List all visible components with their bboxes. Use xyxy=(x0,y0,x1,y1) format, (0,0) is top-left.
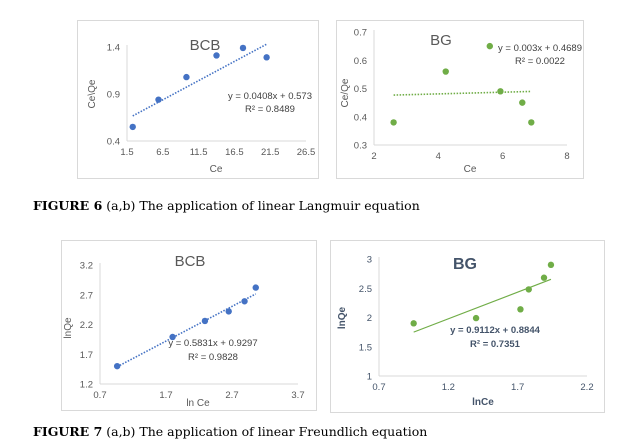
fig7a-x-tick-label: 2.7 xyxy=(225,390,238,401)
figure-6-caption: FIGURE 6 (a,b) The application of linear… xyxy=(33,198,420,213)
fig6a-y-tick-label: 0.9 xyxy=(107,90,120,101)
fig6b-y-tick-label: 0.4 xyxy=(354,112,367,123)
fig7b-x-tick-label: 0.7 xyxy=(372,382,385,393)
fig6b-x-tick-label: 2 xyxy=(371,151,376,162)
fig7a-data-point xyxy=(225,308,232,315)
fig7a-x-axis-label: ln Ce xyxy=(186,398,210,409)
figure-6-label: FIGURE 6 xyxy=(33,198,103,213)
fig6b-data-point xyxy=(528,119,535,126)
fig7b-y-tick-label: 1 xyxy=(367,372,372,383)
fig6a-x-tick-label: 26.5 xyxy=(297,147,316,158)
fig7a-data-point xyxy=(201,317,209,325)
chart-fig6a-frame xyxy=(77,20,319,179)
fig7b-data-point xyxy=(540,274,548,281)
fig7a-trendline-equation: y = 0.5831x + 0.9297 xyxy=(168,338,257,349)
fig6b-x-tick-label: 4 xyxy=(436,151,441,162)
fig6a-data-point xyxy=(213,52,220,59)
fig6b-data-point xyxy=(486,42,493,50)
fig7b-data-point xyxy=(410,320,417,327)
fig7a-r-squared: R² = 0.9828 xyxy=(188,352,238,363)
fig6b-y-tick-label: 0.6 xyxy=(354,56,367,67)
fig6a-x-tick-label: 11.5 xyxy=(190,147,208,158)
fig6b-r-squared: R² = 0.0022 xyxy=(515,56,565,67)
fig6b-x-tick-label: 6 xyxy=(500,151,505,162)
fig7a-x-tick-label: 0.7 xyxy=(93,390,106,401)
fig7b-data-point xyxy=(517,306,524,313)
fig6b-data-point xyxy=(442,68,449,75)
fig6b-y-axis-label: Ce/Qe xyxy=(340,78,351,107)
fig6a-data-point xyxy=(239,44,247,52)
fig6a-y-tick-label: 0.4 xyxy=(107,137,120,148)
fig6a-x-tick-label: 6.5 xyxy=(156,147,169,158)
fig7b-y-tick-label: 1.5 xyxy=(359,342,372,353)
fig7a-y-tick-label: 1.2 xyxy=(80,380,93,391)
fig7b-trendline-equation: y = 0.9112x + 0.8844 xyxy=(450,325,541,336)
fig6a-data-point xyxy=(183,73,190,81)
fig6a-data-point xyxy=(155,96,162,103)
fig6a-x-tick-label: 16.5 xyxy=(225,147,244,158)
fig6b-y-tick-label: 0.7 xyxy=(354,28,367,39)
fig6a-x-axis-label: Ce xyxy=(210,164,223,175)
fig6a-trendline-equation: y = 0.0408x + 0.573 xyxy=(228,91,312,102)
fig7b-data-point xyxy=(472,314,480,322)
fig6a-trendline xyxy=(132,43,267,117)
fig7a-data-point xyxy=(169,333,176,341)
fig6b-y-tick-label: 0.3 xyxy=(354,141,367,152)
fig7a-y-tick-label: 2.2 xyxy=(80,320,93,331)
fig7a-x-tick-label: 1.7 xyxy=(159,390,172,401)
fig7b-x-tick-label: 1.2 xyxy=(442,382,455,393)
chart-fig7a-frame xyxy=(61,240,317,411)
fig6a-data-point xyxy=(129,123,136,131)
fig6b-x-axis-label: Ce xyxy=(464,164,477,175)
fig7a-data-point xyxy=(252,284,259,291)
fig6a-y-tick-label: 1.4 xyxy=(107,43,120,54)
fig6b-y-tick-label: 0.5 xyxy=(354,84,367,95)
fig6b-data-point xyxy=(519,99,526,106)
fig7b-x-tick-label: 1.7 xyxy=(511,382,524,393)
fig6b-x-tick-label: 8 xyxy=(564,151,569,162)
fig7a-trendline xyxy=(116,293,257,368)
fig6a-y-axis-label: Ce\Qe xyxy=(87,79,98,108)
fig7a-y-tick-label: 1.7 xyxy=(80,350,93,361)
fig6a-chart-title: BCB xyxy=(190,37,221,54)
fig7b-y-axis-label: lnQe xyxy=(337,306,348,329)
fig7b-chart-title: BG xyxy=(453,256,477,273)
fig7a-y-axis-label: lnQe xyxy=(63,317,74,339)
fig6a-x-tick-label: 1.5 xyxy=(120,147,133,158)
chart-fig6b-frame xyxy=(336,20,584,179)
fig7a-y-tick-label: 2.7 xyxy=(80,290,93,301)
fig7b-data-point xyxy=(547,261,555,269)
fig7a-y-tick-label: 3.2 xyxy=(80,261,93,272)
figure-6-text: (a,b) The application of linear Langmuir… xyxy=(102,198,420,213)
fig7b-data-point xyxy=(525,286,532,293)
figure-7-label: FIGURE 7 xyxy=(33,424,103,439)
fig6b-data-point xyxy=(390,119,397,126)
fig7b-y-tick-label: 2.5 xyxy=(359,284,372,295)
fig7b-x-tick-label: 2.2 xyxy=(580,382,593,393)
fig6b-chart-title: BG xyxy=(430,32,452,49)
fig7b-y-tick-label: 2 xyxy=(367,313,372,324)
fig6b-trendline-equation: y = 0.003x + 0.4689 xyxy=(498,43,582,54)
fig7b-x-axis-label: lnCe xyxy=(472,397,494,408)
fig6a-x-tick-label: 21.5 xyxy=(261,147,280,158)
fig7a-chart-title: BCB xyxy=(175,253,206,270)
fig7b-r-squared: R² = 0.7351 xyxy=(470,339,521,350)
fig6b-data-point xyxy=(497,88,504,95)
fig6a-data-point xyxy=(263,54,270,61)
figure-7-text: (a,b) The application of linear Freundli… xyxy=(102,424,428,439)
fig7a-x-tick-label: 3.7 xyxy=(291,390,304,401)
fig6b-trendline xyxy=(393,90,532,96)
figure-7-caption: FIGURE 7 (a,b) The application of linear… xyxy=(33,424,427,439)
fig7a-data-point xyxy=(241,298,248,305)
fig6a-r-squared: R² = 0.8489 xyxy=(245,104,295,115)
fig7a-data-point xyxy=(113,362,121,370)
fig7b-y-tick-label: 3 xyxy=(367,255,372,266)
chart-fig7b-frame xyxy=(330,240,605,413)
